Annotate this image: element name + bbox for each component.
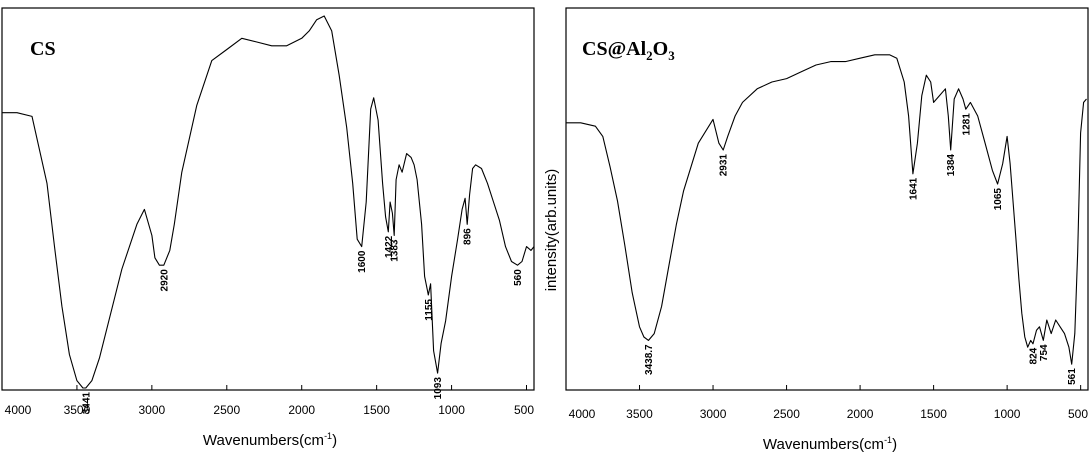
cs-x-tick-label-1000: 1000 <box>438 403 465 417</box>
cs-al2o3-x-axis-label: Wavenumbers(cm-1) <box>763 435 897 453</box>
cs-x-axis-label: Wavenumbers(cm-1) <box>203 431 337 449</box>
cs-al2o3-peak-label-2931: 2931 <box>719 154 730 177</box>
cs-x-axis-label-sup: -1 <box>324 431 332 441</box>
cs-al2o3-spectrum-panel: CS@Al2O3 4000 3500 3000 2500 2000 1500 1000 500… <box>543 7 1089 453</box>
cs-al2o3-peak-label-561: 561 <box>1067 368 1078 385</box>
cs-al2o3-title-mid: O <box>653 38 669 60</box>
cs-peak-label-2920: 2920 <box>159 269 170 292</box>
cs-peak-label-560: 560 <box>513 269 524 286</box>
cs-al2o3-peak-label-1065: 1065 <box>993 188 1004 211</box>
cs-al2o3-x-tick-label-2000: 2000 <box>847 407 874 421</box>
cs-peak-label-896: 896 <box>463 228 474 245</box>
cs-al2o3-x-tick-label-1000: 1000 <box>994 407 1021 421</box>
cs-x-ticks: 4000 3500 3000 2500 2000 1500 1000 500 <box>1 385 534 417</box>
cs-peak-label-1422: 1422 <box>384 235 395 258</box>
cs-al2o3-x-tick-label-4000: 4000 <box>569 407 596 421</box>
cs-al2o3-peak-label-1641: 1641 <box>908 177 919 200</box>
cs-peak-label-1155: 1155 <box>424 299 435 321</box>
cs-al2o3-x-tick-label-1500: 1500 <box>920 407 947 421</box>
cs-al2o3-spectrum-line <box>566 54 1087 365</box>
cs-x-axis-label-end: ) <box>332 432 337 449</box>
cs-al2o3-title-sub1: 2 <box>646 48 653 63</box>
cs-spectrum-line <box>2 15 535 389</box>
cs-x-tick-label-3500: 3500 <box>64 403 91 417</box>
cs-al2o3-x-ticks: 4000 3500 3000 2500 2000 1500 1000 500 <box>565 385 1088 421</box>
cs-peak-label-1600: 1600 <box>357 250 368 273</box>
cs-al2o3-peak-label-824: 824 <box>1029 347 1040 364</box>
cs-al2o3-x-axis-label-end: ) <box>892 436 897 453</box>
cs-al2o3-x-tick-label-500: 500 <box>1068 407 1088 421</box>
cs-al2o3-title-sub2: 3 <box>668 48 675 63</box>
cs-peak-label-3441: 3441 <box>81 392 92 415</box>
cs-al2o3-peak-label-3438-7: 3438.7 <box>644 344 655 375</box>
cs-al2o3-x-tick-label-2500: 2500 <box>773 407 800 421</box>
cs-x-tick-label-500: 500 <box>514 403 534 417</box>
cs-al2o3-x-axis-label-main: Wavenumbers(cm <box>763 436 884 453</box>
cs-x-tick-label-2000: 2000 <box>288 403 315 417</box>
cs-al2o3-peak-label-1281: 1281 <box>961 113 972 136</box>
cs-al2o3-peak-label-1384: 1384 <box>946 154 957 177</box>
cs-plot-frame <box>1 7 535 391</box>
cs-x-tick-label-1500: 1500 <box>363 403 390 417</box>
cs-al2o3-title-main: CS@Al <box>582 38 647 60</box>
cs-al2o3-x-axis-label-sup: -1 <box>884 435 892 445</box>
cs-al2o3-x-tick-label-3000: 3000 <box>700 407 727 421</box>
cs-al2o3-panel-title: CS@Al2O3 <box>582 38 675 63</box>
cs-al2o3-plot-frame <box>565 7 1089 391</box>
cs-x-tick-label-3000: 3000 <box>139 403 166 417</box>
cs-al2o3-peak-label-754: 754 <box>1039 344 1050 361</box>
cs-panel-title: CS <box>30 38 56 60</box>
cs-x-tick-label-2500: 2500 <box>213 403 240 417</box>
cs-x-axis-label-main: Wavenumbers(cm <box>203 432 324 449</box>
cs-al2o3-x-tick-label-3500: 3500 <box>626 407 653 421</box>
cs-spectrum-panel: CS 4000 3500 3000 2500 2000 1500 1000 500 3441 2… <box>1 7 535 449</box>
cs-x-tick-label-4000: 4000 <box>5 403 32 417</box>
cs-al2o3-y-axis-label: intensity(arb.units) <box>543 169 560 292</box>
cs-peak-label-1383: 1383 <box>390 239 401 262</box>
cs-peak-label-1093: 1093 <box>433 377 444 400</box>
cs-al2o3-peak-labels: 3438.7 2931 1641 1384 1281 1065 824 754 561 <box>644 113 1078 385</box>
